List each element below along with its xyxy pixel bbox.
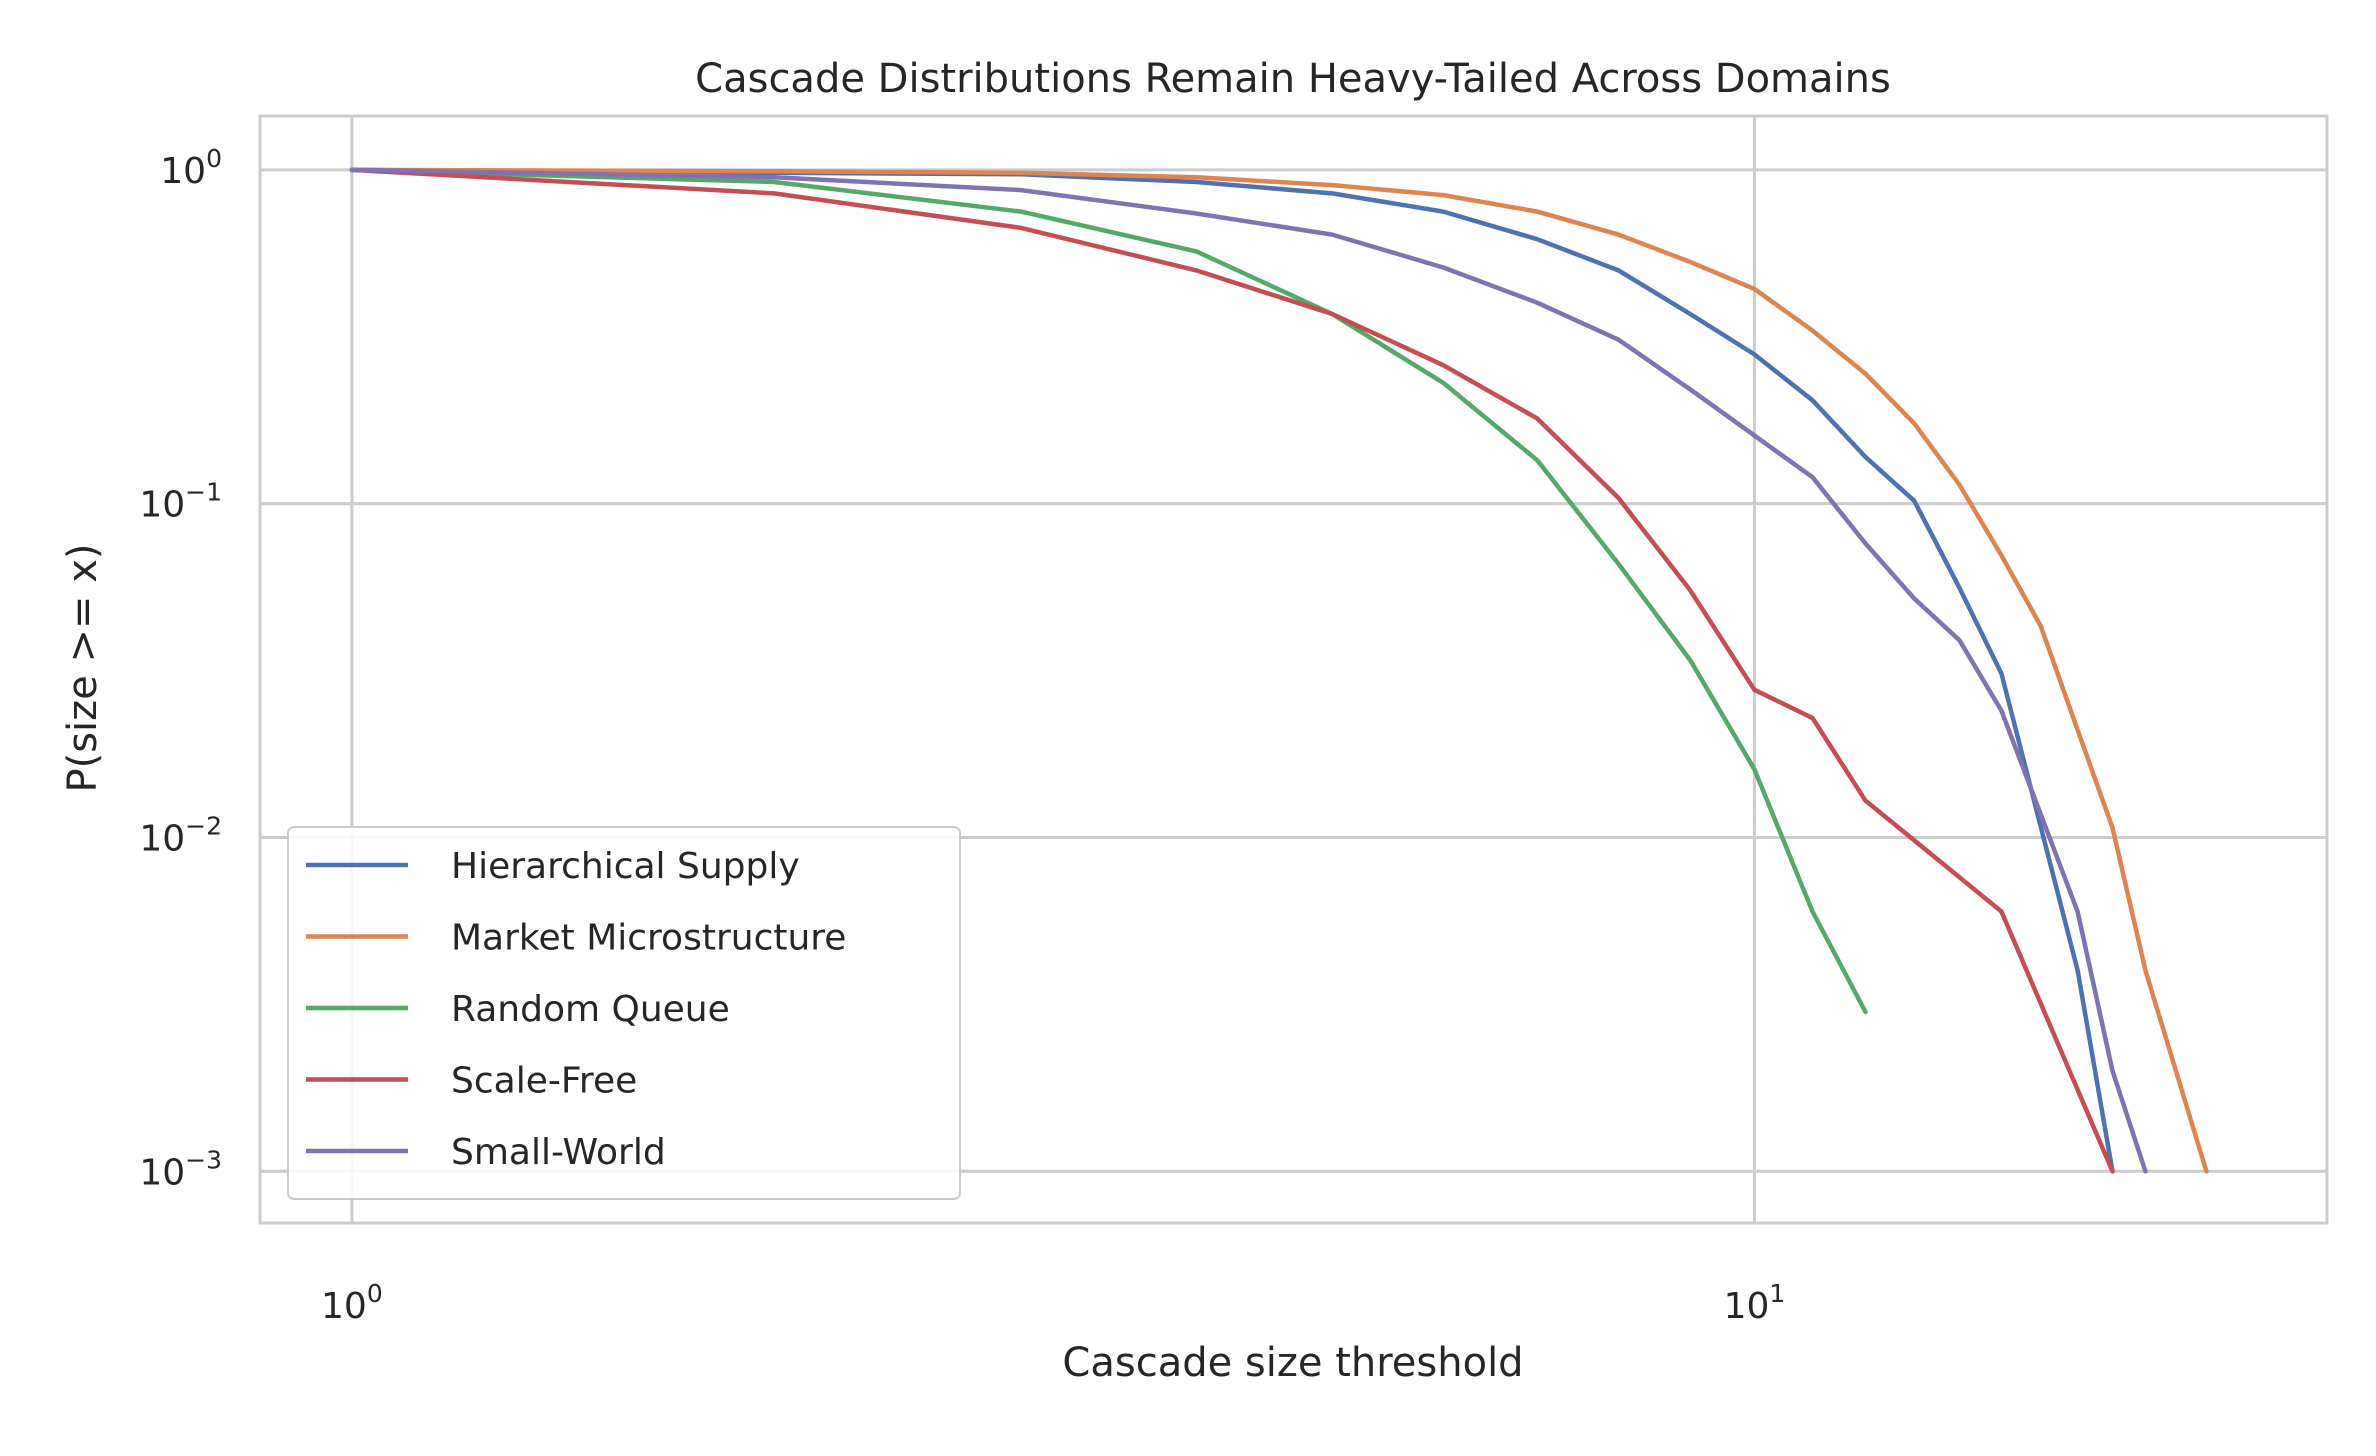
series-line-small-world [349, 167, 2148, 1174]
series-line-scale-free [349, 167, 2115, 1174]
series-line-random-queue [349, 167, 1868, 1015]
legend-label-small-world: Small-World [451, 1132, 666, 1173]
y-tick-label: 100 [160, 144, 222, 192]
series-line-market-microstructure [349, 167, 2209, 1174]
y-tick-labels: 100 10−1 10−2 10−3 [139, 144, 222, 1193]
y-tick-label: 10−1 [139, 478, 222, 526]
series-lines [349, 167, 2209, 1174]
series-line-hierarchical-supply [349, 167, 2115, 1174]
legend-label-scale-free: Scale-Free [451, 1061, 637, 1102]
legend-label-hierarchical-supply: Hierarchical Supply [451, 846, 800, 887]
y-tick-label: 10−3 [139, 1145, 222, 1193]
x-tick-label: 100 [321, 1279, 383, 1327]
plot-frame [258, 114, 2329, 1225]
y-tick-label: 10−2 [139, 811, 222, 859]
legend-box [287, 826, 961, 1200]
x-axis-label: Cascade size threshold [1062, 1340, 1523, 1386]
y-axis-label: P(size >= x) [60, 543, 106, 792]
legend: Hierarchical Supply Market Microstructure… [287, 826, 961, 1200]
x-tick-labels: 100 101 [321, 1279, 1785, 1327]
chart-title: Cascade Distributions Remain Heavy-Taile… [695, 56, 1891, 102]
x-tick-label: 101 [1724, 1279, 1786, 1327]
legend-label-market-microstructure: Market Microstructure [451, 918, 846, 959]
legend-label-random-queue: Random Queue [451, 989, 730, 1030]
